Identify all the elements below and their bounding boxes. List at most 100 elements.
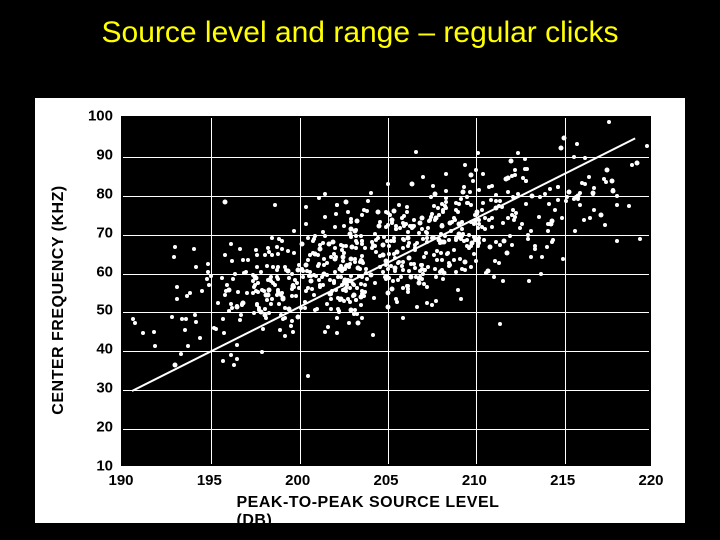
y-tick-label: 90 [96, 146, 113, 163]
scatter-point [383, 275, 387, 279]
scatter-point [223, 200, 228, 205]
scatter-point [260, 350, 264, 354]
scatter-point [583, 156, 587, 160]
scatter-point [374, 238, 378, 242]
scatter-point [284, 268, 288, 272]
scatter-point [258, 309, 263, 314]
scatter-point [553, 208, 557, 212]
scatter-point [546, 229, 550, 233]
scatter-point [206, 270, 210, 274]
scatter-point [230, 259, 234, 263]
scatter-point [425, 236, 429, 240]
scatter-point [481, 172, 485, 176]
scatter-point [615, 239, 619, 243]
scatter-point [222, 331, 226, 335]
scatter-point [572, 155, 576, 159]
scatter-point [401, 286, 405, 290]
scatter-point [194, 265, 198, 269]
scatter-point [407, 269, 411, 273]
scatter-point [459, 197, 463, 201]
scatter-point [523, 167, 527, 171]
scatter-point [539, 272, 543, 276]
scatter-point [396, 278, 400, 282]
scatter-point [312, 252, 317, 257]
scatter-point [477, 222, 481, 226]
scatter-point [290, 287, 294, 291]
y-tick-label: 20 [96, 419, 113, 436]
scatter-point [304, 262, 309, 267]
scatter-point [588, 216, 592, 220]
scatter-point [441, 210, 445, 214]
scatter-point [266, 246, 270, 250]
scatter-point [241, 301, 246, 306]
scatter-point [342, 251, 346, 255]
scatter-point [456, 210, 460, 214]
scatter-point [558, 146, 563, 151]
scatter-point [638, 237, 642, 241]
scatter-point [192, 247, 196, 251]
scatter-point [439, 251, 443, 255]
scatter-point [382, 235, 386, 239]
x-tick-label: 205 [373, 472, 398, 489]
scatter-point [551, 238, 555, 242]
scatter-point [245, 291, 249, 295]
scatter-point [444, 196, 448, 200]
scatter-point [335, 203, 339, 207]
scatter-point [422, 255, 426, 259]
scatter-point [348, 262, 352, 266]
scatter-point [318, 246, 323, 251]
scatter-point [469, 265, 473, 269]
scatter-point [259, 270, 263, 274]
slide-title: Source level and range – regular clicks [0, 0, 720, 52]
scatter-point [409, 262, 413, 266]
scatter-point [354, 234, 358, 238]
scatter-point [417, 231, 421, 235]
scatter-point [269, 302, 273, 306]
scatter-point [465, 195, 469, 199]
scatter-point [341, 259, 345, 263]
scatter-point [501, 279, 505, 283]
scatter-point [450, 220, 454, 224]
scatter-point [206, 262, 210, 266]
scatter-point [235, 304, 240, 309]
scatter-point [193, 313, 197, 317]
scatter-point [465, 238, 469, 242]
y-tick-label: 30 [96, 380, 113, 397]
scatter-point [424, 230, 428, 234]
scatter-point [432, 253, 436, 257]
scatter-point [384, 225, 388, 229]
scatter-point [444, 189, 448, 193]
scatter-point [433, 267, 437, 271]
scatter-point [477, 241, 481, 245]
scatter-point [306, 374, 310, 378]
scatter-point [460, 267, 464, 271]
scatter-point [276, 288, 280, 292]
grid-horizontal [123, 351, 649, 352]
scatter-point [421, 175, 425, 179]
scatter-point [246, 258, 250, 262]
scatter-point [487, 218, 491, 222]
scatter-point [430, 212, 434, 216]
scatter-point [486, 269, 491, 274]
scatter-point [434, 299, 438, 303]
scatter-point [263, 253, 267, 257]
scatter-point [599, 212, 604, 217]
scatter-point [346, 210, 350, 214]
scatter-point [452, 258, 456, 262]
scatter-point [480, 208, 484, 212]
scatter-point [297, 286, 301, 290]
scatter-point [540, 255, 544, 259]
scatter-point [353, 308, 357, 312]
scatter-point [205, 277, 209, 281]
scatter-point [309, 278, 314, 283]
scatter-point [476, 226, 480, 230]
scatter-point [323, 192, 327, 196]
scatter-point [398, 226, 402, 230]
scatter-point [313, 234, 317, 238]
scatter-point [329, 297, 333, 301]
scatter-point [265, 264, 269, 268]
scatter-point [269, 279, 273, 283]
scatter-point [366, 199, 370, 203]
scatter-point [378, 254, 382, 258]
grid-horizontal [123, 312, 649, 313]
